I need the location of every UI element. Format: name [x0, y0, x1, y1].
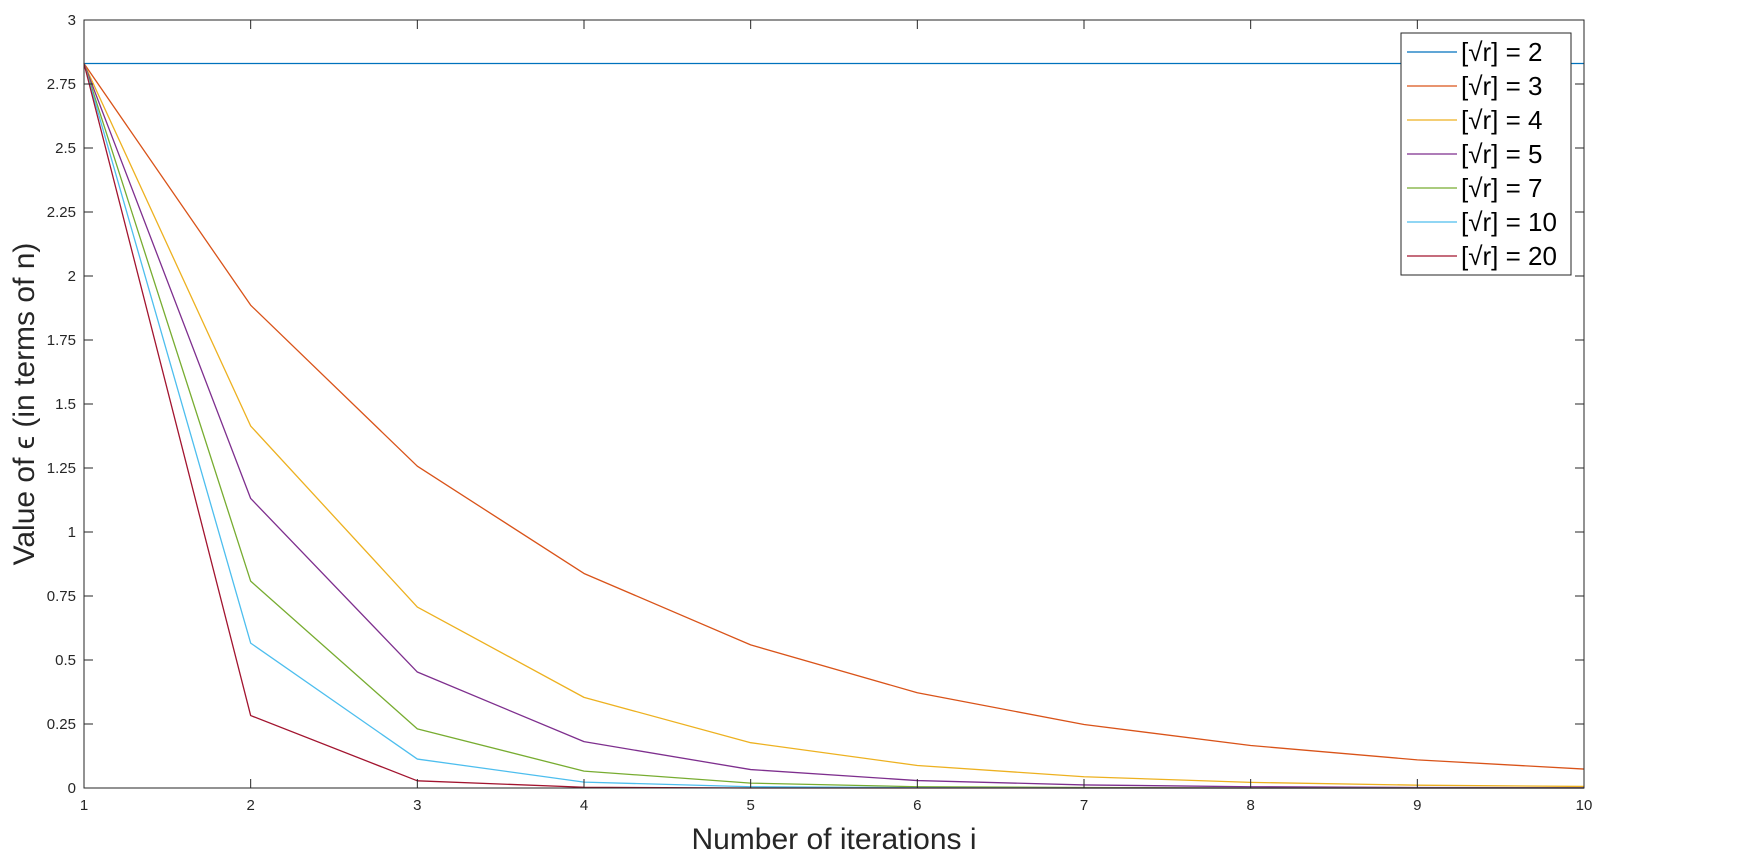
- x-tick-label: 2: [246, 797, 254, 814]
- x-tick-label: 10: [1576, 797, 1593, 814]
- plot-background: [84, 20, 1584, 788]
- series-line-1: [83, 63, 1585, 770]
- y-tick-label: 1: [68, 524, 76, 541]
- y-tick-label: 1.5: [55, 396, 76, 413]
- y-tick-label: 2.5: [55, 140, 76, 157]
- y-tick-label: 1.25: [47, 460, 76, 477]
- x-tick-label: 9: [1413, 797, 1421, 814]
- y-tick-label: 0.5: [55, 652, 76, 669]
- y-tick-label: 3: [68, 12, 76, 29]
- y-tick-label: 0: [68, 780, 76, 797]
- y-axis-title: Value of ϵ (in terms of n): [8, 243, 41, 566]
- x-tick-label: 7: [1080, 797, 1088, 814]
- series-line-2: [83, 63, 1585, 788]
- axes-layer: 1 2 3 4 5 6 7 8 9 10 0 0.25 0.5 0.75 1 1.25 1.5 1.75 2 2.25…: [47, 12, 1593, 814]
- y-tick-label: 2: [68, 268, 76, 285]
- y-tick-label: 0.75: [47, 588, 76, 605]
- legend-label-4: [√r] = 7: [1461, 173, 1542, 203]
- y-tick-label: 2.25: [47, 204, 76, 221]
- y-tick-label: 2.75: [47, 76, 76, 93]
- x-tick-label: 3: [413, 797, 421, 814]
- series-layer: [83, 62, 1585, 789]
- y-tick-label: 1.75: [47, 332, 76, 349]
- x-tick-label: 4: [580, 797, 588, 814]
- legend-label-5: [√r] = 10: [1461, 207, 1557, 237]
- x-tick-label: 5: [746, 797, 754, 814]
- series-line-3: [83, 63, 1585, 789]
- legend: [√r] = 2 [√r] = 3 [√r] = 4 [√r] = 5 [√r] = 7…: [1400, 32, 1572, 276]
- legend-label-3: [√r] = 5: [1461, 139, 1542, 169]
- x-tick-label: 1: [80, 797, 88, 814]
- legend-label-6: [√r] = 20: [1461, 241, 1557, 271]
- x-axis-title: Number of iterations i: [691, 823, 976, 856]
- legend-label-0: [√r] = 2: [1461, 37, 1542, 67]
- x-tick-label: 8: [1246, 797, 1254, 814]
- x-tick-label: 6: [913, 797, 921, 814]
- y-tick-label: 0.25: [47, 716, 76, 733]
- legend-label-2: [√r] = 4: [1461, 105, 1542, 135]
- legend-label-1: [√r] = 3: [1461, 71, 1542, 101]
